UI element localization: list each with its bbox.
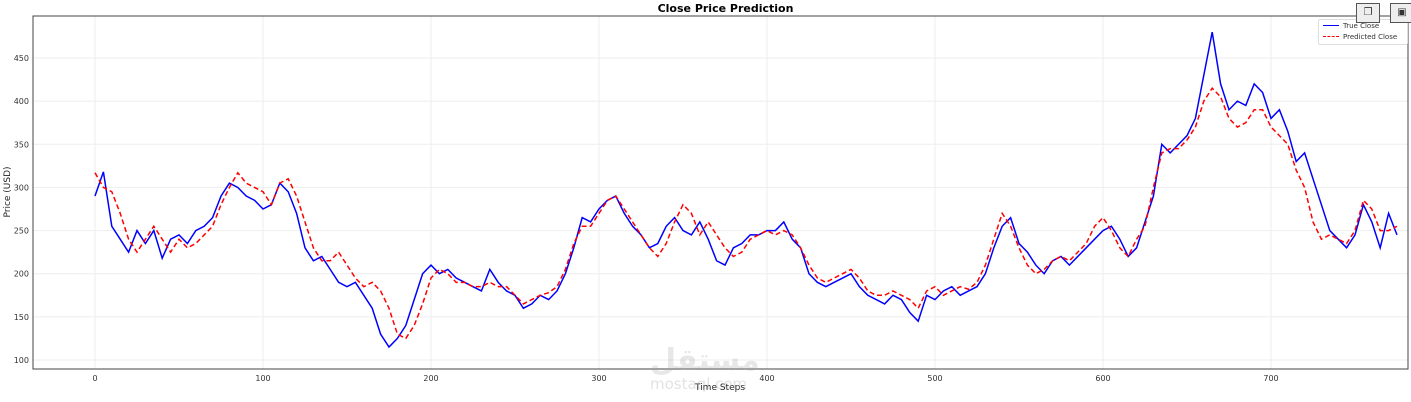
svg-text:100: 100 [255, 374, 270, 383]
svg-text:150: 150 [14, 313, 29, 322]
svg-text:500: 500 [927, 374, 942, 383]
svg-text:300: 300 [591, 374, 606, 383]
svg-text:200: 200 [14, 270, 29, 279]
watermark-latin: mostaql.com [650, 375, 748, 393]
copy-icon: ❐ [1363, 7, 1373, 18]
svg-text:600: 600 [1095, 374, 1110, 383]
svg-text:250: 250 [14, 227, 29, 236]
svg-text:Price (USD): Price (USD) [3, 166, 13, 217]
save-button[interactable]: ▣ [1390, 3, 1411, 23]
legend-label: True Close [1343, 21, 1380, 30]
legend-true: True Close [1319, 20, 1407, 31]
svg-text:700: 700 [1263, 374, 1278, 383]
svg-text:350: 350 [14, 140, 29, 149]
svg-text:400: 400 [14, 97, 29, 106]
watermark-arabic: مستقل [650, 343, 760, 378]
svg-text:Time Steps: Time Steps [694, 383, 745, 393]
save-icon: ▣ [1397, 7, 1407, 18]
svg-text:0: 0 [92, 374, 97, 383]
svg-text:300: 300 [14, 183, 29, 192]
svg-text:400: 400 [759, 374, 774, 383]
svg-text:450: 450 [14, 54, 29, 63]
svg-text:200: 200 [423, 374, 438, 383]
legend-label: Predicted Close [1343, 32, 1398, 41]
copy-button[interactable]: ❐ [1356, 3, 1380, 23]
legend-pred: Predicted Close [1319, 31, 1407, 42]
chart-title: Close Price Prediction [657, 2, 794, 15]
svg-text:100: 100 [14, 356, 29, 365]
